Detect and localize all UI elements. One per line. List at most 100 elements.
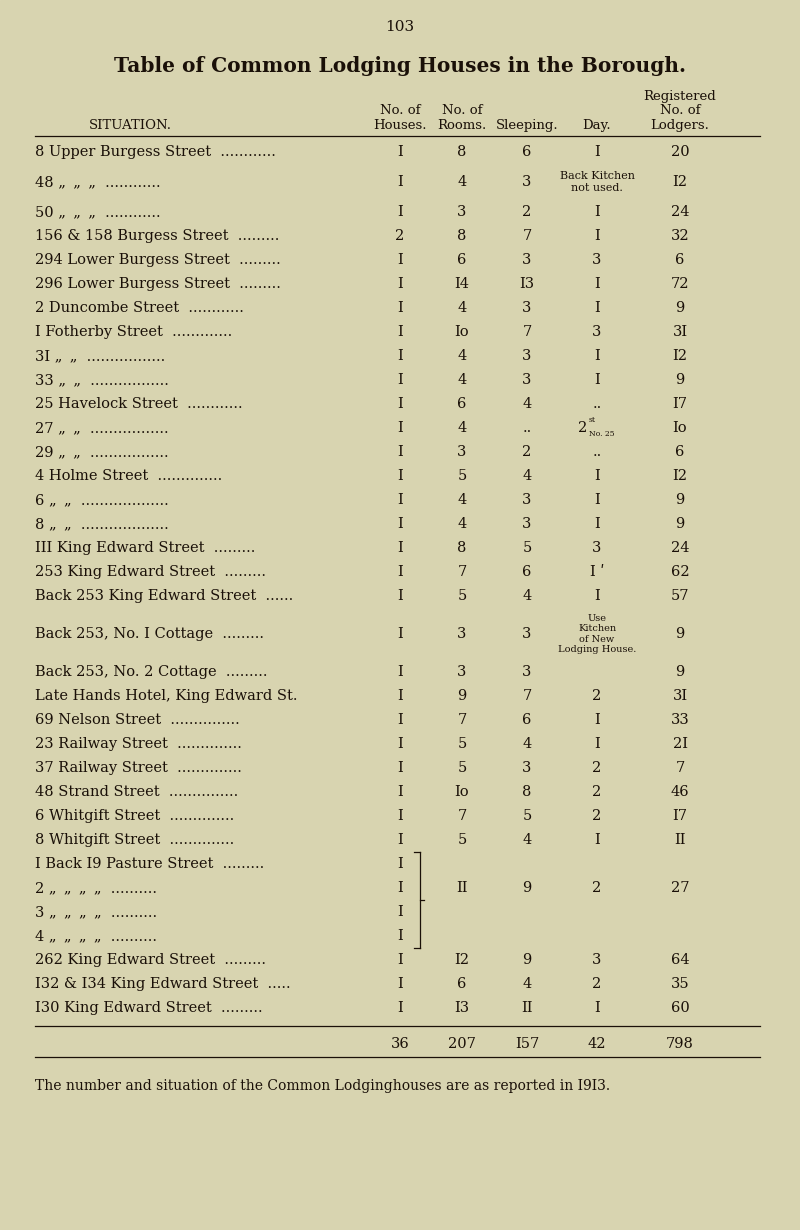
Text: 3: 3 <box>522 761 532 775</box>
Text: 6 „ „  ...................: 6 „ „ ................... <box>35 493 169 507</box>
Text: 3I „ „  .................: 3I „ „ ................. <box>35 349 166 363</box>
Text: 4: 4 <box>522 397 532 411</box>
Text: Back 253, No. I Cottage  .........: Back 253, No. I Cottage ......... <box>35 627 264 641</box>
Text: I: I <box>397 541 403 555</box>
Text: 3: 3 <box>592 253 602 267</box>
Text: Io: Io <box>454 325 470 339</box>
Text: 6: 6 <box>458 397 466 411</box>
Text: 4: 4 <box>458 349 466 363</box>
Text: 9: 9 <box>675 493 685 507</box>
Text: Io: Io <box>454 785 470 800</box>
Text: No. 25: No. 25 <box>589 430 614 438</box>
Text: 9: 9 <box>675 373 685 387</box>
Text: 4 „ „ „ „  ..........: 4 „ „ „ „ .......... <box>35 929 157 943</box>
Text: 5: 5 <box>458 761 466 775</box>
Text: st: st <box>589 416 596 424</box>
Text: I: I <box>397 785 403 800</box>
Text: 4: 4 <box>458 175 466 189</box>
Text: 262 King Edward Street  .........: 262 King Edward Street ......... <box>35 953 266 967</box>
Text: 2 „ „ „ „  ..........: 2 „ „ „ „ .......... <box>35 881 157 895</box>
Text: 9: 9 <box>675 627 685 641</box>
Text: 48 „ „ „  ............: 48 „ „ „ ............ <box>35 175 161 189</box>
Text: 4: 4 <box>522 737 532 752</box>
Text: I: I <box>397 373 403 387</box>
Text: 36: 36 <box>390 1037 410 1050</box>
Text: 8 „ „  ...................: 8 „ „ ................... <box>35 517 169 531</box>
Text: III King Edward Street  .........: III King Edward Street ......... <box>35 541 255 555</box>
Text: 5: 5 <box>522 541 532 555</box>
Text: 6: 6 <box>675 445 685 459</box>
Text: 9: 9 <box>522 953 532 967</box>
Text: 2: 2 <box>592 785 602 800</box>
Text: 4: 4 <box>522 469 532 483</box>
Text: I: I <box>397 627 403 641</box>
Text: 2: 2 <box>522 445 532 459</box>
Text: 3 „ „ „ „  ..........: 3 „ „ „ „ .......... <box>35 905 157 919</box>
Text: Houses.: Houses. <box>374 119 426 132</box>
Text: I: I <box>594 517 600 531</box>
Text: Rooms.: Rooms. <box>438 119 486 132</box>
Text: I: I <box>397 517 403 531</box>
Text: I3: I3 <box>519 277 534 292</box>
Text: 253 King Edward Street  .........: 253 King Edward Street ......... <box>35 565 266 579</box>
Text: 8: 8 <box>458 229 466 244</box>
Text: I: I <box>397 809 403 823</box>
Text: 4: 4 <box>458 421 466 435</box>
Text: 8 Whitgift Street  ..............: 8 Whitgift Street .............. <box>35 833 234 847</box>
Text: 7: 7 <box>675 761 685 775</box>
Text: 32: 32 <box>670 229 690 244</box>
Text: 3: 3 <box>592 325 602 339</box>
Text: 7: 7 <box>458 565 466 579</box>
Text: 6: 6 <box>675 253 685 267</box>
Text: 103: 103 <box>386 20 414 34</box>
Text: 2I: 2I <box>673 737 687 752</box>
Text: No. of: No. of <box>442 105 482 117</box>
Text: 23 Railway Street  ..............: 23 Railway Street .............. <box>35 737 242 752</box>
Text: I4: I4 <box>454 277 470 292</box>
Text: I: I <box>594 229 600 244</box>
Text: 4: 4 <box>458 517 466 531</box>
Text: 35: 35 <box>670 977 690 991</box>
Text: I: I <box>594 469 600 483</box>
Text: I: I <box>397 713 403 727</box>
Text: 7: 7 <box>522 325 532 339</box>
Text: 8: 8 <box>458 145 466 159</box>
Text: I: I <box>594 833 600 847</box>
Text: 3: 3 <box>458 445 466 459</box>
Text: 296 Lower Burgess Street  .........: 296 Lower Burgess Street ......... <box>35 277 281 292</box>
Text: I: I <box>594 1001 600 1015</box>
Text: 3: 3 <box>458 665 466 679</box>
Text: I ʹ: I ʹ <box>590 565 604 579</box>
Text: No. of: No. of <box>660 105 700 117</box>
Text: 33: 33 <box>670 713 690 727</box>
Text: No. of: No. of <box>380 105 420 117</box>
Text: 5: 5 <box>458 737 466 752</box>
Text: 3: 3 <box>522 253 532 267</box>
Text: I: I <box>397 205 403 219</box>
Text: 3: 3 <box>522 665 532 679</box>
Text: I: I <box>397 737 403 752</box>
Text: 8: 8 <box>458 541 466 555</box>
Text: 2: 2 <box>592 977 602 991</box>
Text: 3I: 3I <box>673 689 687 704</box>
Text: 2: 2 <box>578 421 587 435</box>
Text: I: I <box>594 737 600 752</box>
Text: 3I: 3I <box>673 325 687 339</box>
Text: I: I <box>397 253 403 267</box>
Text: 156 & 158 Burgess Street  .........: 156 & 158 Burgess Street ......... <box>35 229 279 244</box>
Text: I7: I7 <box>673 809 687 823</box>
Text: 4: 4 <box>522 589 532 603</box>
Text: I: I <box>397 905 403 919</box>
Text: I: I <box>594 373 600 387</box>
Text: I: I <box>397 977 403 991</box>
Text: 27 „ „  .................: 27 „ „ ................. <box>35 421 169 435</box>
Text: 7: 7 <box>522 689 532 704</box>
Text: 29 „ „  .................: 29 „ „ ................. <box>35 445 169 459</box>
Text: I: I <box>594 205 600 219</box>
Text: I: I <box>594 277 600 292</box>
Text: Use
Kitchen
of New
Lodging House.: Use Kitchen of New Lodging House. <box>558 614 636 654</box>
Text: Late Hands Hotel, King Edward St.: Late Hands Hotel, King Edward St. <box>35 689 298 704</box>
Text: 60: 60 <box>670 1001 690 1015</box>
Text: 50 „ „ „  ............: 50 „ „ „ ............ <box>35 205 161 219</box>
Text: 4: 4 <box>458 373 466 387</box>
